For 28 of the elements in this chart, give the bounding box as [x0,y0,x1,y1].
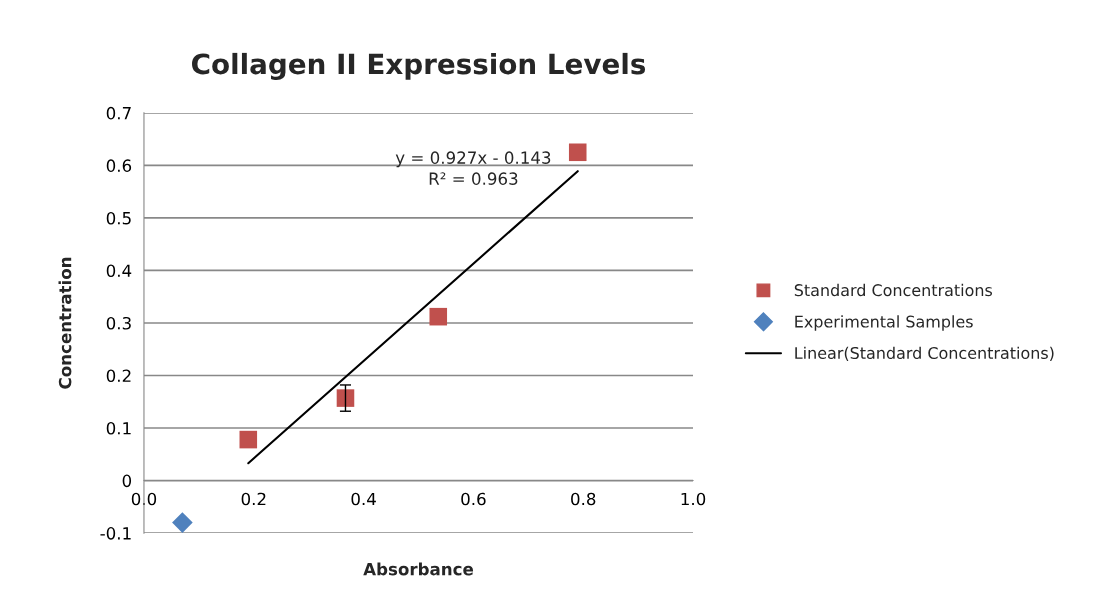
point [429,307,448,326]
y-tick-label: 0.2 [106,369,131,383]
chart-title: Collagen II Expression Levels [192,52,646,80]
x-tick-label: 0.2 [241,492,266,506]
x-tick-label: 0.8 [571,492,596,506]
x-axis-title: Absorbance [363,562,474,576]
point [239,430,258,449]
y-tick-label: 0.7 [106,106,131,120]
annotation: y = 0.927x - 0.143 [395,151,551,168]
y-tick-label: 0.1 [106,421,131,435]
annotation: R² = 0.963 [429,172,518,185]
x-tick-label: 1.0 [681,492,706,506]
y-tick-label: -0.1 [100,527,131,540]
y-tick-label: 0.3 [106,316,131,330]
x-tick-label: 0.0 [131,492,157,506]
x-tick-label: 0.4 [351,492,376,506]
y-tick-label: 0 [122,474,132,488]
legend-label: Experimental Samples [795,315,973,331]
y-axis-title: Concentration [58,257,72,389]
y-tick-label: 0.5 [106,211,131,225]
point [172,512,193,533]
legend-label: Linear(Standard Concentrations) [795,346,1054,361]
point [568,143,587,162]
legend-label: Standard Concentrations [794,283,993,297]
y-tick-label: 0.4 [106,264,132,278]
y-tick-label: 0.6 [106,159,132,172]
x-tick-label: 0.6 [461,492,486,506]
point [336,389,355,407]
